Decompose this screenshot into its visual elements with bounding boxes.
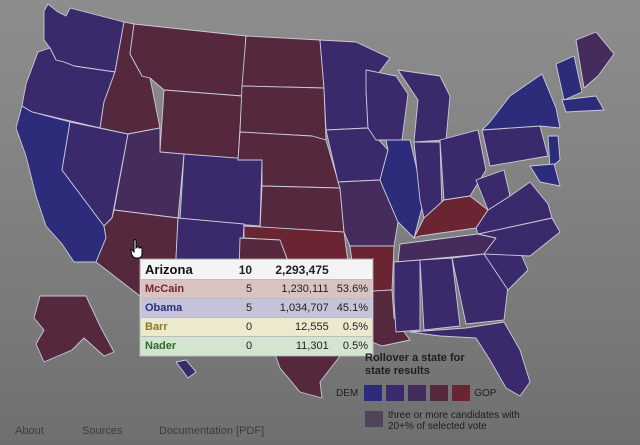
candidate-votes: 1,034,707 xyxy=(279,302,329,314)
legend-swatches xyxy=(364,385,471,401)
hand-cursor-icon xyxy=(130,239,143,259)
state-new-jersey[interactable] xyxy=(547,135,561,169)
state-alabama[interactable] xyxy=(419,257,461,331)
legend-swatch xyxy=(364,385,383,401)
sources-link[interactable]: Sources xyxy=(82,425,123,437)
legend-swatch xyxy=(408,385,427,401)
tooltip-candidate-row: Barr 0 12,555 0.5% xyxy=(141,317,372,336)
state-results-tooltip: Arizona 10 2,293,475 McCain 5 1,230,111 … xyxy=(140,259,373,356)
state-kentucky[interactable] xyxy=(413,195,489,239)
candidate-pct: 45.1% xyxy=(336,302,368,314)
legend-swatch xyxy=(430,385,449,401)
state-hawaii[interactable] xyxy=(175,359,197,379)
state-wisconsin[interactable] xyxy=(365,69,409,141)
state-new-york[interactable] xyxy=(481,73,561,131)
candidate-pct: 0.5% xyxy=(342,321,368,333)
legend-multi-candidate-swatch xyxy=(365,411,383,427)
state-kansas[interactable] xyxy=(259,185,345,233)
candidate-name: Nader xyxy=(145,340,177,352)
state-north-dakota[interactable] xyxy=(241,35,325,89)
legend-dem-label: DEM xyxy=(336,387,359,399)
tooltip-candidate-row: Obama 5 1,034,707 45.1% xyxy=(141,298,372,317)
legend-swatch xyxy=(452,385,471,401)
candidate-name: Obama xyxy=(145,302,183,314)
legend-multi-candidate-label: three or more candidates with 20+% of se… xyxy=(388,410,520,432)
legend-gop-label: GOP xyxy=(474,387,497,399)
tooltip-state-ev: 10 xyxy=(238,262,253,277)
candidate-ev: 5 xyxy=(245,302,253,314)
candidate-pct: 53.6% xyxy=(336,283,368,295)
state-west-virginia[interactable] xyxy=(475,169,511,211)
state-colorado[interactable] xyxy=(179,153,263,227)
tooltip-candidate-row: Nader 0 11,301 0.5% xyxy=(141,336,372,355)
about-link[interactable]: About xyxy=(15,425,44,437)
documentation-pdf-link[interactable]: Documentation [PDF] xyxy=(159,425,265,437)
state-florida[interactable] xyxy=(409,321,531,397)
state-maine[interactable] xyxy=(575,31,615,89)
legend-swatch xyxy=(386,385,405,401)
state-georgia[interactable] xyxy=(451,253,509,325)
footer-nav: About Sources Documentation [PDF] xyxy=(0,425,640,441)
state-maryland-delaware[interactable] xyxy=(529,163,561,187)
state-pennsylvania[interactable] xyxy=(481,125,549,167)
state-massachusetts[interactable] xyxy=(561,95,605,113)
tooltip-candidate-row: McCain 5 1,230,111 53.6% xyxy=(141,279,372,298)
candidate-name: Barr xyxy=(145,321,168,333)
tooltip-state-name: Arizona xyxy=(145,262,193,277)
state-vermont-nh[interactable] xyxy=(555,55,583,101)
legend-color-scale: DEM GOP xyxy=(336,385,496,401)
tooltip-header-row: Arizona 10 2,293,475 xyxy=(141,260,372,279)
candidate-ev: 5 xyxy=(245,283,253,295)
candidate-votes: 1,230,111 xyxy=(281,283,329,295)
state-ohio[interactable] xyxy=(439,129,487,201)
state-illinois[interactable] xyxy=(379,139,425,239)
candidate-votes: 11,301 xyxy=(295,340,329,352)
candidate-pct: 0.5% xyxy=(342,340,368,352)
candidate-ev: 0 xyxy=(245,340,253,352)
state-south-dakota[interactable] xyxy=(239,85,327,141)
candidate-name: McCain xyxy=(145,283,185,295)
candidate-votes: 12,555 xyxy=(295,321,329,333)
state-alaska[interactable] xyxy=(33,295,115,363)
tooltip-state-total-votes: 2,293,475 xyxy=(275,262,329,277)
state-mississippi[interactable] xyxy=(393,259,421,333)
candidate-ev: 0 xyxy=(245,321,253,333)
legend-title: Rollover a state for state results xyxy=(365,352,465,377)
state-wyoming[interactable] xyxy=(159,89,243,161)
